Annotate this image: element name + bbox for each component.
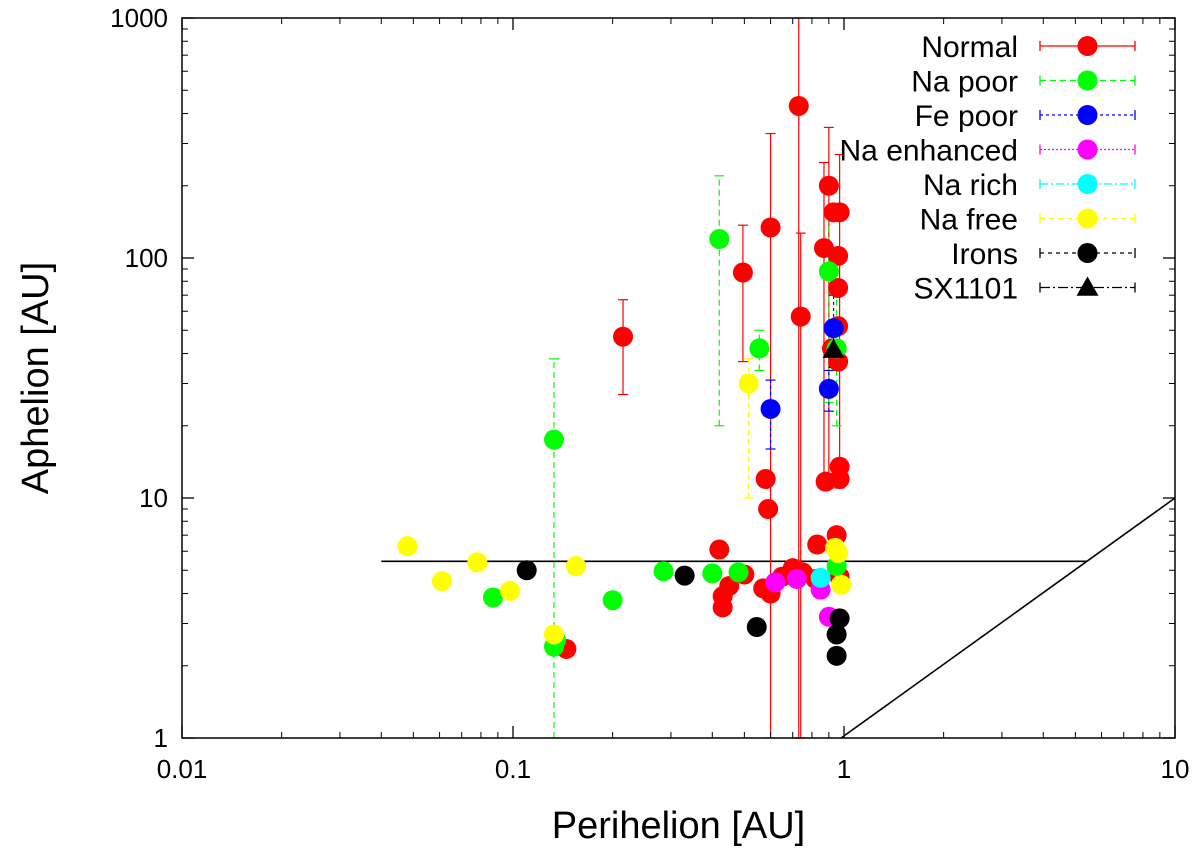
point-na-poor [543,429,564,450]
point-irons [516,560,537,581]
legend-marker-fe-poor [1077,105,1098,125]
point-normal [712,597,733,618]
point-irons [826,624,847,645]
point-normal [828,277,849,298]
point-normal [828,245,849,266]
legend-marker-na-enhanced [1077,139,1098,160]
legend-marker-normal [1077,36,1098,56]
point-normal [829,468,850,489]
point-irons [674,565,695,586]
y-axis-title: Aphelion [AU] [15,262,57,494]
legend-marker-irons [1077,243,1098,263]
x-tick-label: 1 [837,754,851,784]
legend-marker-na-free [1077,208,1098,229]
point-na-free [738,373,759,394]
point-na-poor [602,590,623,611]
plot-frame [181,17,1176,739]
point-na-poor [702,563,723,584]
legend-label-normal: Normal [921,31,1018,64]
x-tick-label: 0.1 [495,754,531,784]
legend-label-na-poor: Na poor [911,66,1018,99]
x-axis-title: Perihelion [AU] [552,805,805,847]
legend-marker-na-poor [1077,70,1098,91]
point-na-free [500,580,521,601]
point-na-free [831,574,852,595]
point-na-enhanced [786,568,807,589]
plot-layer [381,17,1176,739]
point-normal [760,217,781,238]
point-na-poor [482,587,503,608]
y-tick-label: 10 [139,483,168,513]
point-na-enhanced [765,572,786,593]
point-normal [709,539,730,560]
axis-ticks: 0.01 0.1 1 10 1 10 100 1000 [110,3,1189,784]
legend-label-na-free: Na free [920,204,1018,237]
point-normal [788,95,809,116]
point-irons [829,608,850,629]
point-na-poor [749,338,770,359]
y-tick-label: 100 [125,243,168,273]
point-normal [829,202,850,223]
y-tick-label: 1000 [110,3,168,33]
point-na-free [431,571,452,592]
point-normal [790,306,811,327]
point-normal [758,498,779,519]
point-irons [826,645,847,666]
legend-label-sx1101: SX1101 [913,273,1018,306]
legend-marker-sx1101 [1076,276,1099,296]
point-na-free [565,556,586,577]
legend-label-fe-poor: Fe poor [915,100,1018,133]
legend-label-na-enhanced: Na enhanced [840,135,1018,168]
x-tick-label: 0.01 [157,754,208,784]
point-na-poor [709,228,730,249]
point-normal [613,326,634,347]
point-fe-poor [760,398,781,419]
point-na-poor [728,562,749,583]
point-normal [818,175,839,196]
point-normal [807,534,828,555]
point-normal [755,468,776,489]
diagonal-line [840,497,1176,739]
legend-label-irons: Irons [951,238,1018,271]
point-normal [732,262,753,283]
y-tick-label: 1 [154,723,168,753]
point-sx1101 [822,338,845,358]
point-na-free [828,542,849,563]
point-na-rich [810,567,831,588]
point-fe-poor [823,318,844,339]
legend-label-na-rich: Na rich [923,169,1018,202]
point-na-poor [818,261,839,282]
point-na-free [543,624,564,645]
x-tick-label: 10 [1161,754,1190,784]
point-na-free [397,536,418,557]
point-na-poor [653,561,674,582]
point-irons [746,617,767,638]
point-na-free [467,552,488,573]
legend-marker-na-rich [1077,174,1098,194]
point-fe-poor [818,378,839,399]
